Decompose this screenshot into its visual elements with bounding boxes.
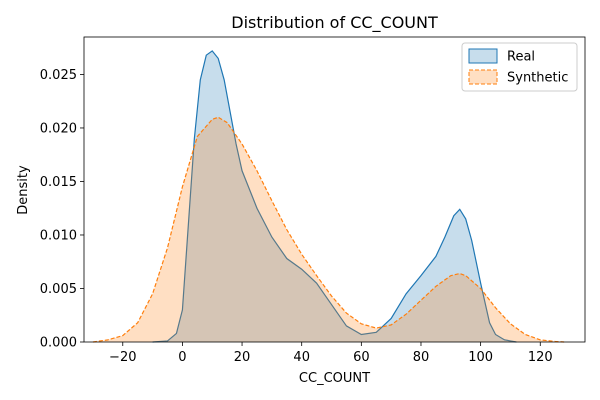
x-tick-label: 100 [468, 350, 493, 365]
x-tick-label: 0 [178, 350, 186, 365]
x-axis-label: CC_COUNT [299, 371, 370, 386]
x-tick-label: 20 [234, 350, 251, 365]
legend-swatch-real [469, 49, 497, 63]
y-tick-label: 0.020 [40, 121, 77, 136]
legend: Real Synthetic [462, 43, 577, 91]
legend-label-synthetic: Synthetic [507, 71, 568, 86]
x-tick-label: −20 [109, 350, 136, 365]
legend-swatch-synthetic [469, 70, 497, 84]
y-tick-label: 0.000 [40, 336, 77, 351]
x-tick-label: 40 [293, 350, 310, 365]
y-tick-label: 0.005 [40, 282, 77, 297]
legend-label-real: Real [507, 50, 535, 65]
x-tick-label: 120 [528, 350, 553, 365]
y-tick-label: 0.025 [40, 68, 77, 83]
x-tick-label: 60 [353, 350, 370, 365]
x-tick-label: 80 [413, 350, 430, 365]
y-tick-label: 0.015 [40, 175, 77, 190]
y-tick-label: 0.010 [40, 228, 77, 243]
y-axis-label: Density [16, 165, 31, 215]
chart-title: Distribution of CC_COUNT [231, 13, 438, 33]
